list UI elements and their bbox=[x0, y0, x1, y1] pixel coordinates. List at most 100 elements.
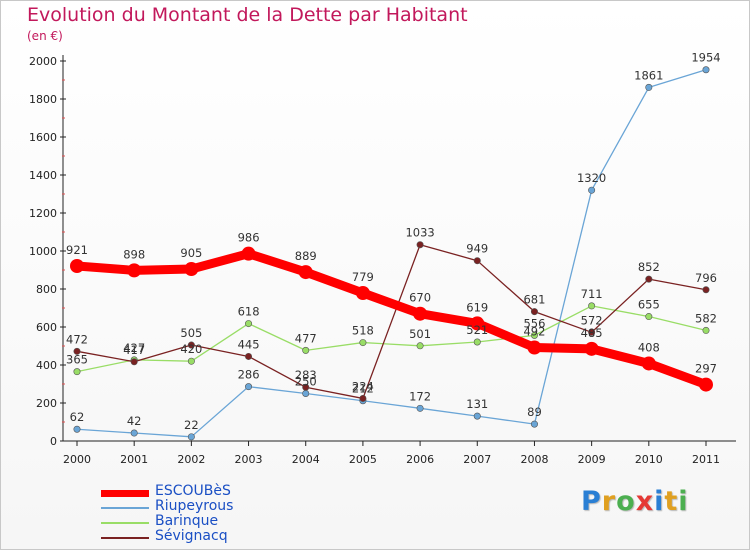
data-label: 365 bbox=[66, 353, 88, 367]
legend-label: Barinque bbox=[155, 513, 219, 529]
data-label: 582 bbox=[695, 311, 717, 325]
x-tick-label: 2003 bbox=[235, 453, 263, 466]
data-point bbox=[70, 259, 84, 274]
data-point bbox=[584, 341, 599, 356]
x-tick-label: 2006 bbox=[406, 453, 434, 466]
data-label: 89 bbox=[527, 405, 542, 419]
legend-swatch bbox=[101, 537, 149, 539]
data-label: 1954 bbox=[691, 51, 720, 65]
data-label: 779 bbox=[352, 270, 374, 284]
data-label: 477 bbox=[295, 331, 317, 345]
data-label: 518 bbox=[352, 324, 374, 338]
data-label: 572 bbox=[581, 313, 603, 327]
data-label: 655 bbox=[638, 298, 660, 312]
x-tick-label: 2004 bbox=[292, 453, 320, 466]
data-label: 521 bbox=[466, 323, 488, 337]
x-tick-label: 2000 bbox=[63, 453, 91, 466]
data-label: 898 bbox=[123, 247, 145, 261]
data-point bbox=[702, 66, 710, 74]
data-label: 250 bbox=[295, 375, 317, 389]
data-point bbox=[416, 241, 424, 249]
data-label: 905 bbox=[180, 246, 202, 260]
y-tick-label: 200 bbox=[36, 397, 57, 410]
data-point bbox=[702, 286, 710, 294]
data-point bbox=[527, 340, 542, 355]
legend-label: Riupeyrous bbox=[155, 498, 234, 514]
data-point bbox=[245, 320, 253, 328]
data-label: 501 bbox=[409, 327, 431, 341]
data-label: 889 bbox=[295, 249, 317, 263]
logo-letter: o bbox=[616, 486, 636, 517]
data-point bbox=[73, 347, 81, 355]
data-point bbox=[470, 316, 485, 331]
data-point bbox=[645, 83, 653, 91]
x-tick-label: 2010 bbox=[635, 453, 663, 466]
data-label: 670 bbox=[409, 291, 431, 305]
series-line-riupeyrous bbox=[76, 69, 707, 438]
legend-label: Sévignacq bbox=[155, 528, 228, 544]
chart-title: Evolution du Montant de la Dette par Hab… bbox=[27, 4, 468, 26]
logo-letter: x bbox=[635, 486, 655, 517]
x-tick-label: 2001 bbox=[120, 453, 148, 466]
logo-letter: P bbox=[581, 486, 602, 517]
x-tick-label: 2002 bbox=[177, 453, 205, 466]
series-line-barinque bbox=[76, 305, 707, 373]
data-point bbox=[302, 389, 310, 397]
proxiti-logo: Proxiti bbox=[581, 486, 689, 517]
data-label: 417 bbox=[123, 343, 145, 357]
data-point bbox=[302, 346, 310, 354]
data-label: 949 bbox=[466, 242, 488, 256]
y-tick-label: 0 bbox=[50, 435, 57, 448]
data-label: 212 bbox=[352, 382, 374, 396]
data-label: 556 bbox=[523, 316, 545, 330]
data-point bbox=[130, 429, 138, 437]
data-point bbox=[359, 394, 367, 402]
data-label: 1033 bbox=[405, 226, 434, 240]
y-tick-label: 1800 bbox=[29, 93, 57, 106]
data-label: 420 bbox=[180, 342, 202, 356]
data-label: 286 bbox=[238, 368, 260, 382]
data-point bbox=[588, 328, 596, 336]
data-point bbox=[473, 338, 481, 346]
data-point bbox=[416, 342, 424, 350]
data-label: 681 bbox=[523, 293, 545, 307]
data-point bbox=[416, 404, 424, 412]
logo-letter: i bbox=[678, 486, 689, 517]
data-point bbox=[645, 275, 653, 283]
data-label: 711 bbox=[581, 287, 603, 301]
data-point bbox=[530, 420, 538, 428]
data-point bbox=[359, 339, 367, 347]
legend-swatch bbox=[101, 507, 149, 509]
data-point bbox=[187, 341, 195, 349]
data-point bbox=[355, 285, 370, 300]
data-label: 172 bbox=[409, 389, 431, 403]
x-tick-label: 2011 bbox=[692, 453, 720, 466]
y-tick-label: 800 bbox=[36, 283, 57, 296]
data-label: 427 bbox=[123, 341, 145, 355]
data-label: 921 bbox=[66, 243, 88, 257]
y-tick-label: 1200 bbox=[29, 207, 57, 220]
data-point bbox=[73, 425, 81, 433]
logo-letter: t bbox=[664, 486, 679, 517]
data-label: 472 bbox=[66, 332, 88, 346]
data-point bbox=[302, 383, 310, 391]
y-tick-label: 2000 bbox=[29, 55, 57, 68]
y-tick-label: 400 bbox=[36, 359, 57, 372]
data-point bbox=[184, 262, 199, 277]
logo-letter: r bbox=[601, 486, 617, 517]
data-label: 408 bbox=[638, 340, 660, 354]
x-tick-label: 2008 bbox=[520, 453, 548, 466]
data-label: 297 bbox=[695, 362, 717, 376]
data-point bbox=[241, 246, 256, 261]
chart-subtitle: (en €) bbox=[27, 29, 63, 43]
series-line-escoubès bbox=[72, 249, 711, 390]
y-tick-label: 600 bbox=[36, 321, 57, 334]
x-tick-label: 2007 bbox=[463, 453, 491, 466]
data-point bbox=[413, 306, 428, 321]
data-label: 445 bbox=[238, 337, 260, 351]
data-label: 62 bbox=[70, 410, 85, 424]
x-tick-label: 2005 bbox=[349, 453, 377, 466]
data-point bbox=[130, 358, 138, 366]
data-point bbox=[530, 308, 538, 316]
